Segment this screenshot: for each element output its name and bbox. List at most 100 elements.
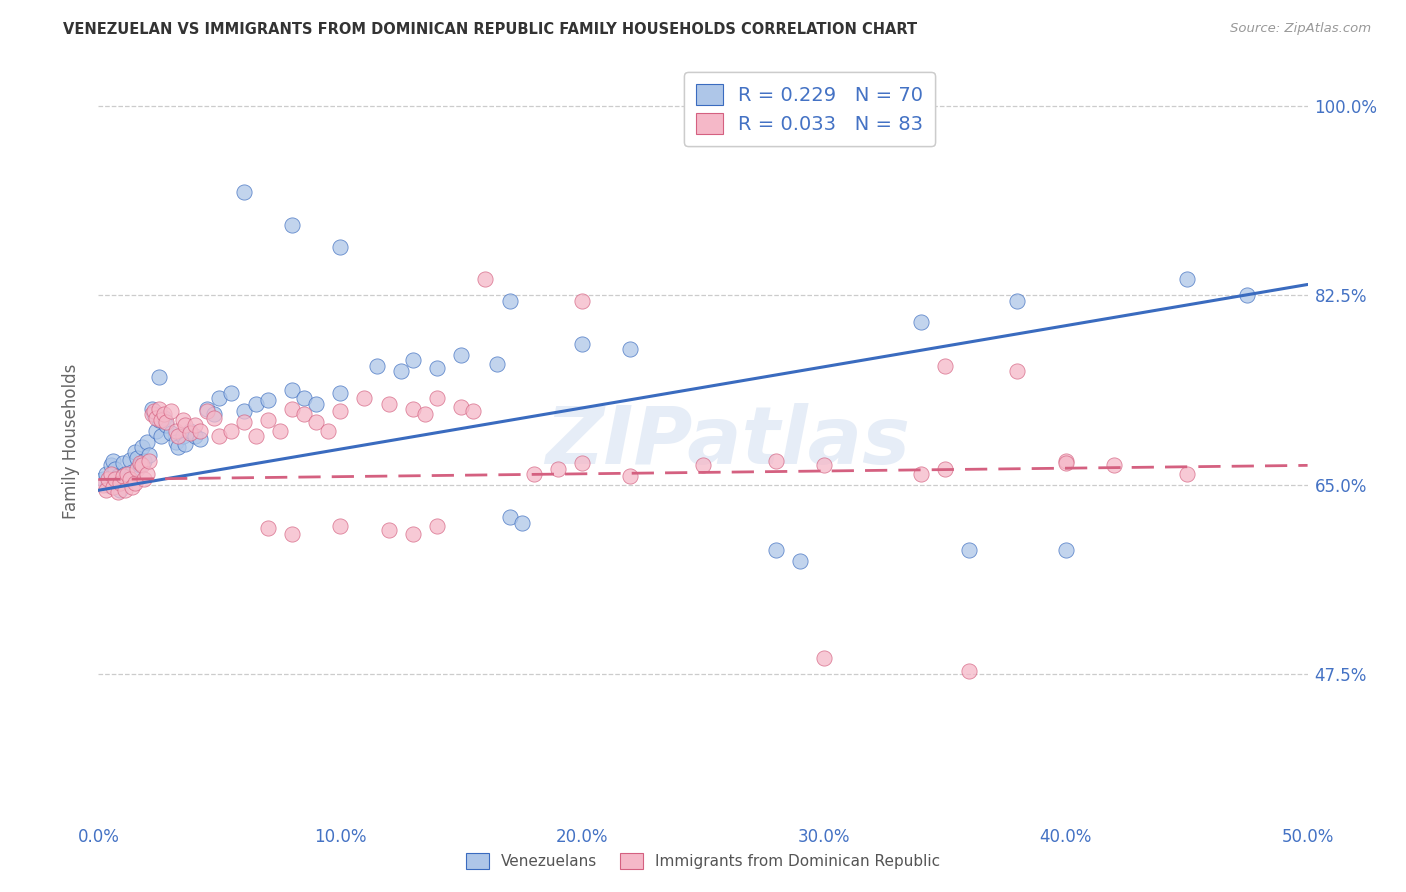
- Point: [402, 353, 425, 368]
- Text: Source: ZipAtlas.com: Source: ZipAtlas.com: [1230, 22, 1371, 36]
- Point: [111, 469, 134, 483]
- Point: [174, 418, 197, 433]
- Point: [498, 293, 520, 308]
- Point: [188, 433, 211, 447]
- Point: [195, 402, 218, 417]
- Point: [91, 478, 114, 492]
- Point: [765, 542, 787, 557]
- Point: [208, 429, 231, 443]
- Point: [174, 436, 197, 450]
- Point: [292, 391, 315, 405]
- Point: [957, 542, 980, 557]
- Point: [97, 473, 120, 487]
- Point: [128, 458, 150, 473]
- Point: [118, 453, 141, 467]
- Point: [957, 664, 980, 678]
- Point: [143, 404, 166, 418]
- Point: [121, 480, 143, 494]
- Point: [145, 410, 167, 425]
- Point: [148, 402, 170, 417]
- Point: [204, 410, 226, 425]
- Point: [329, 385, 352, 400]
- Point: [389, 364, 412, 378]
- Point: [100, 467, 122, 481]
- Point: [184, 429, 207, 443]
- Point: [329, 404, 352, 418]
- Point: [221, 385, 243, 400]
- Point: [281, 402, 304, 417]
- Point: [208, 391, 231, 405]
- Point: [256, 413, 278, 427]
- Point: [104, 461, 127, 475]
- Point: [1007, 293, 1029, 308]
- Point: [292, 408, 315, 422]
- Point: [145, 424, 167, 438]
- Point: [426, 519, 449, 533]
- Point: [910, 315, 932, 329]
- Point: [1175, 467, 1198, 481]
- Point: [571, 337, 593, 351]
- Point: [1054, 456, 1077, 470]
- Point: [101, 454, 124, 468]
- Text: VENEZUELAN VS IMMIGRANTS FROM DOMINICAN REPUBLIC FAMILY HOUSEHOLDS CORRELATION C: VENEZUELAN VS IMMIGRANTS FROM DOMINICAN …: [63, 22, 917, 37]
- Point: [160, 425, 183, 440]
- Point: [127, 450, 149, 465]
- Point: [152, 410, 174, 425]
- Point: [167, 440, 190, 454]
- Point: [413, 408, 436, 422]
- Point: [221, 424, 243, 438]
- Legend: R = 0.229   N = 70, R = 0.033   N = 83: R = 0.229 N = 70, R = 0.033 N = 83: [683, 72, 935, 145]
- Y-axis label: Family Households: Family Households: [62, 364, 80, 519]
- Point: [118, 473, 141, 487]
- Point: [232, 186, 254, 200]
- Point: [114, 467, 136, 481]
- Point: [571, 293, 593, 308]
- Point: [121, 465, 143, 479]
- Point: [316, 424, 339, 438]
- Point: [765, 454, 787, 468]
- Point: [426, 391, 449, 405]
- Point: [100, 458, 122, 473]
- Point: [377, 524, 399, 538]
- Point: [148, 369, 170, 384]
- Point: [426, 360, 449, 375]
- Point: [134, 454, 156, 468]
- Point: [138, 454, 160, 468]
- Point: [195, 404, 218, 418]
- Point: [108, 483, 131, 498]
- Point: [138, 448, 160, 462]
- Point: [619, 469, 641, 483]
- Point: [91, 473, 114, 487]
- Point: [108, 475, 131, 490]
- Point: [1054, 454, 1077, 468]
- Point: [167, 429, 190, 443]
- Text: ZIPatlas: ZIPatlas: [544, 402, 910, 481]
- Point: [179, 424, 201, 438]
- Legend: Venezuelans, Immigrants from Dominican Republic: Venezuelans, Immigrants from Dominican R…: [460, 847, 946, 875]
- Point: [124, 475, 146, 490]
- Point: [179, 425, 201, 440]
- Point: [127, 461, 149, 475]
- Point: [184, 418, 207, 433]
- Point: [486, 357, 509, 371]
- Point: [1007, 364, 1029, 378]
- Point: [366, 359, 388, 373]
- Point: [172, 413, 194, 427]
- Point: [510, 516, 533, 530]
- Point: [245, 396, 267, 410]
- Point: [281, 218, 304, 232]
- Point: [281, 526, 304, 541]
- Point: [117, 467, 139, 481]
- Point: [329, 519, 352, 533]
- Point: [155, 415, 177, 429]
- Point: [128, 456, 150, 470]
- Point: [256, 521, 278, 535]
- Point: [188, 424, 211, 438]
- Point: [104, 473, 127, 487]
- Point: [101, 480, 124, 494]
- Point: [692, 458, 714, 473]
- Point: [934, 359, 956, 373]
- Point: [1054, 542, 1077, 557]
- Point: [160, 404, 183, 418]
- Point: [232, 404, 254, 418]
